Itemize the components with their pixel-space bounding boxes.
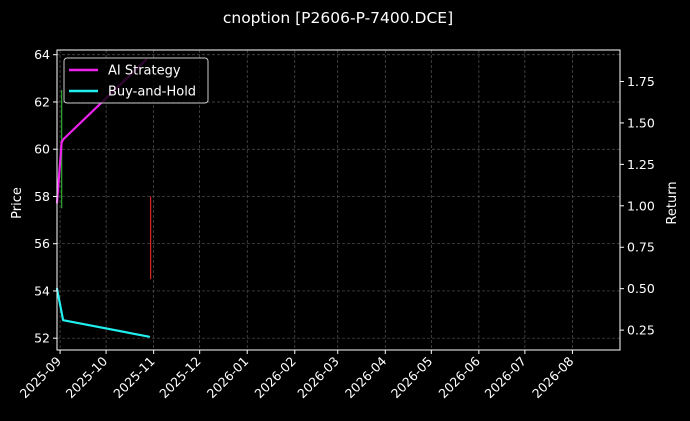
y-axis-right-label: Return (665, 181, 680, 224)
y-right-tick-label: 1.50 (627, 115, 655, 130)
y-left-tick-label: 64 (34, 47, 50, 62)
legend-label: Buy-and-Hold (108, 85, 196, 100)
y-left-tick-label: 58 (34, 189, 50, 204)
candle-body (149, 196, 152, 280)
y-left-tick-label: 54 (34, 283, 50, 298)
legend: AI Strategy Buy-and-Hold (63, 57, 209, 104)
y-right-tick-label: 1.25 (627, 157, 655, 172)
y-right-tick-label: 0.75 (627, 240, 655, 255)
y-left-tick-label: 56 (34, 236, 50, 251)
y-axis-left-label: Price (10, 187, 25, 219)
y-left-tick-label: 60 (34, 142, 50, 157)
y-right-tick-label: 1.00 (627, 198, 655, 213)
legend-box (63, 57, 209, 104)
chart-title: cnoption [P2606-P-7400.DCE] (223, 9, 453, 27)
y-left-tick-label: 62 (34, 94, 50, 109)
series-line-buy-and-hold (55, 287, 151, 338)
plot-frame (56, 49, 621, 351)
y-right-tick-label: 1.75 (627, 74, 655, 89)
y-right-tick-label: 0.50 (627, 281, 655, 296)
grid (57, 50, 620, 350)
y-left-tick-label: 52 (34, 331, 50, 346)
y-axis-left: 52 54 56 58 60 62 64 (34, 47, 57, 346)
y-axis-right: 0.25 0.50 0.75 1.00 1.25 1.50 1.75 (620, 74, 655, 338)
y-right-tick-label: 0.25 (627, 323, 655, 338)
legend-label: AI Strategy (108, 64, 181, 79)
